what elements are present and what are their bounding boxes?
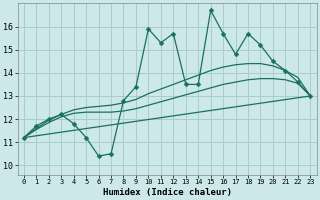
X-axis label: Humidex (Indice chaleur): Humidex (Indice chaleur) <box>103 188 232 197</box>
